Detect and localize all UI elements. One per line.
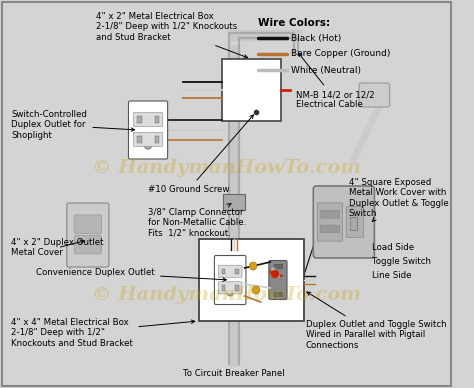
- Text: Convenience Duplex Outlet: Convenience Duplex Outlet: [36, 268, 226, 281]
- Bar: [221, 285, 225, 291]
- Text: 4" x 4" Metal Electrical Box
2-1/8" Deep with 1/2"
Knockouts and Stud Bracket: 4" x 4" Metal Electrical Box 2-1/8" Deep…: [11, 318, 195, 348]
- FancyBboxPatch shape: [320, 211, 340, 218]
- Circle shape: [252, 286, 260, 294]
- Bar: [235, 268, 239, 274]
- FancyBboxPatch shape: [67, 203, 109, 267]
- Circle shape: [145, 142, 152, 149]
- Text: Wire Colors:: Wire Colors:: [258, 18, 330, 28]
- Bar: [137, 136, 142, 143]
- FancyBboxPatch shape: [320, 225, 340, 233]
- FancyBboxPatch shape: [219, 265, 242, 277]
- Text: Load Side: Load Side: [373, 244, 415, 253]
- FancyBboxPatch shape: [346, 206, 364, 237]
- FancyBboxPatch shape: [359, 83, 390, 107]
- Text: 4" x 2" Metal Electrical Box
2-1/8" Deep with 1/2" Knockouts
and Stud Bracket: 4" x 2" Metal Electrical Box 2-1/8" Deep…: [96, 12, 247, 58]
- Bar: [274, 264, 282, 268]
- Circle shape: [272, 270, 278, 277]
- FancyBboxPatch shape: [74, 235, 101, 254]
- Text: Duplex Outlet and Toggle Switch
Wired in Parallel with Pigtail
Connections: Duplex Outlet and Toggle Switch Wired in…: [306, 292, 446, 350]
- Text: Toggle Switch: Toggle Switch: [373, 258, 431, 267]
- Circle shape: [249, 262, 257, 270]
- Bar: [235, 285, 239, 291]
- Text: Bare Copper (Ground): Bare Copper (Ground): [292, 50, 391, 59]
- Text: Black (Hot): Black (Hot): [292, 33, 342, 43]
- Bar: [224, 194, 245, 210]
- FancyBboxPatch shape: [214, 256, 246, 305]
- Text: © HandymanHowTo.com: © HandymanHowTo.com: [92, 286, 361, 304]
- Text: Switch-Controlled
Duplex Outlet for
Shoplight: Switch-Controlled Duplex Outlet for Shop…: [11, 110, 135, 140]
- Text: To Circuit Breaker Panel: To Circuit Breaker Panel: [183, 369, 285, 378]
- Bar: [137, 116, 142, 123]
- FancyBboxPatch shape: [219, 282, 242, 294]
- Text: White (Neutral): White (Neutral): [292, 66, 361, 74]
- Bar: [350, 217, 357, 230]
- Text: NM-B 14/2 or 12/2
Electrical Cable: NM-B 14/2 or 12/2 Electrical Cable: [296, 53, 375, 109]
- FancyBboxPatch shape: [133, 113, 163, 126]
- Bar: [155, 116, 159, 123]
- FancyBboxPatch shape: [313, 186, 374, 258]
- FancyBboxPatch shape: [318, 203, 343, 241]
- Bar: [155, 136, 159, 143]
- Circle shape: [227, 290, 233, 296]
- Text: © HandymanHowTo.com: © HandymanHowTo.com: [92, 159, 361, 177]
- Text: #10 Ground Screw: #10 Ground Screw: [148, 115, 254, 194]
- Bar: [274, 292, 282, 296]
- FancyBboxPatch shape: [133, 132, 163, 146]
- FancyBboxPatch shape: [269, 260, 287, 300]
- Bar: [221, 59, 281, 121]
- Text: 3/8" Clamp Connector
for Non-Metallic Cable.
Fits  1/2" knockout.: 3/8" Clamp Connector for Non-Metallic Ca…: [148, 204, 246, 238]
- Text: 4" x 2" Duplex Outlet
Metal Cover: 4" x 2" Duplex Outlet Metal Cover: [11, 238, 104, 257]
- Text: 4" Square Exposed
Metal Work Cover with
Duplex Outlet & Toggle
Switch: 4" Square Exposed Metal Work Cover with …: [348, 178, 448, 221]
- Bar: [199, 239, 304, 321]
- Text: Line Side: Line Side: [373, 272, 412, 281]
- FancyBboxPatch shape: [128, 101, 168, 159]
- Bar: [221, 268, 225, 274]
- FancyBboxPatch shape: [74, 215, 101, 234]
